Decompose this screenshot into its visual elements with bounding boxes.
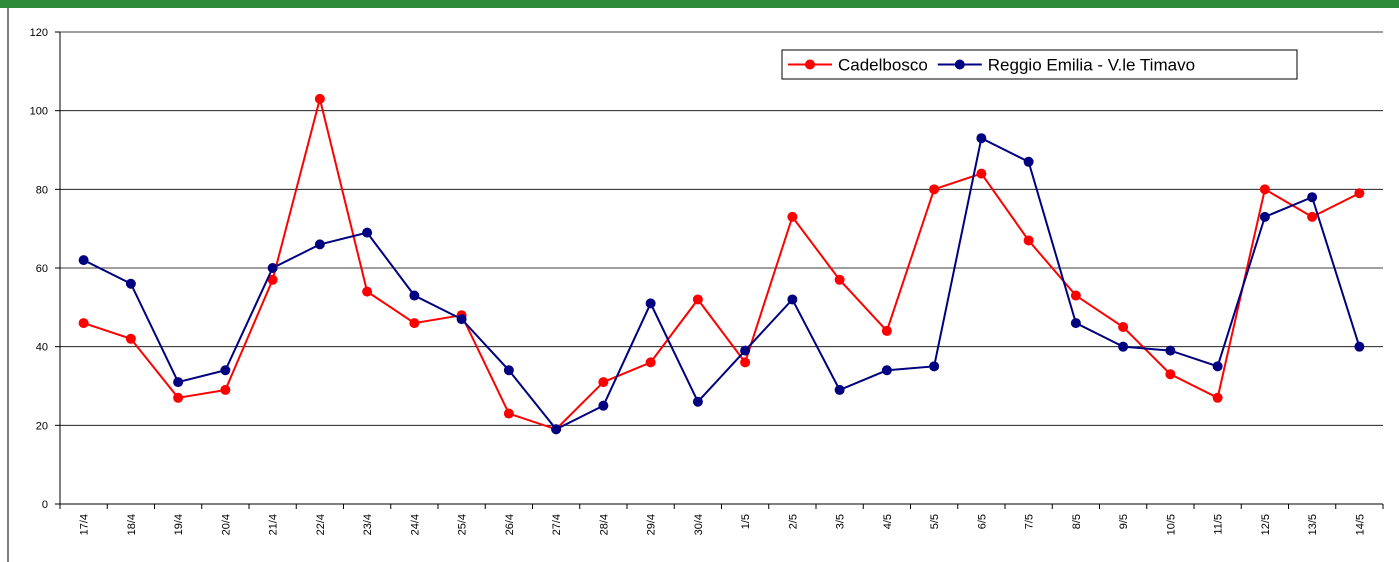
- point: [787, 294, 798, 305]
- point: [740, 345, 751, 356]
- point: [929, 361, 940, 372]
- point: [976, 133, 987, 144]
- point: [125, 333, 136, 344]
- point: [1212, 392, 1223, 403]
- y-tick-label: 80: [36, 184, 48, 196]
- y-tick-label: 0: [42, 499, 48, 511]
- x-tick-label: 28/4: [598, 514, 610, 535]
- x-tick-label: 30/4: [693, 514, 705, 535]
- legend-label: Reggio Emilia - V.le Timavo: [988, 56, 1195, 75]
- x-tick-label: 4/5: [882, 514, 894, 529]
- point: [551, 424, 562, 435]
- point: [125, 278, 136, 289]
- header-bar: [0, 0, 1399, 8]
- point: [78, 318, 89, 329]
- point: [1259, 184, 1270, 195]
- point: [692, 396, 703, 407]
- series-line: [83, 136, 1361, 431]
- x-tick-label: 19/4: [173, 514, 185, 535]
- point: [1023, 235, 1034, 246]
- point: [881, 325, 892, 336]
- y-tick-label: 20: [36, 420, 48, 432]
- point: [787, 211, 798, 222]
- legend-marker: [954, 59, 965, 70]
- point: [173, 392, 184, 403]
- point: [78, 255, 89, 266]
- point: [976, 168, 987, 179]
- x-tick-label: 2/5: [787, 514, 799, 529]
- x-tick-label: 5/5: [929, 514, 941, 529]
- x-tick-label: 13/5: [1307, 514, 1319, 535]
- x-tick-label: 1/5: [740, 514, 752, 529]
- point: [362, 227, 373, 238]
- point: [1212, 361, 1223, 372]
- x-tick-label: 7/5: [1024, 514, 1036, 529]
- point: [1023, 156, 1034, 167]
- point: [1307, 192, 1318, 203]
- x-tick-label: 29/4: [646, 514, 658, 535]
- x-tick-label: 10/5: [1165, 514, 1177, 535]
- point: [834, 274, 845, 285]
- x-tick-label: 9/5: [1118, 514, 1130, 529]
- point: [1354, 188, 1365, 199]
- x-tick-label: 17/4: [79, 514, 91, 535]
- legend-box: [781, 49, 1298, 80]
- legend-marker: [805, 59, 815, 70]
- y-tick-label: 120: [30, 27, 48, 39]
- point: [598, 377, 609, 388]
- point: [1070, 318, 1081, 329]
- point: [220, 384, 231, 395]
- point: [645, 298, 656, 309]
- point: [929, 184, 940, 195]
- point: [503, 365, 514, 376]
- point: [1070, 290, 1081, 301]
- y-tick-label: 40: [36, 342, 48, 354]
- x-tick-label: 22/4: [315, 514, 327, 535]
- point: [409, 290, 420, 301]
- x-tick-label: 27/4: [551, 514, 563, 535]
- point: [834, 384, 845, 395]
- point: [362, 286, 373, 297]
- point: [456, 314, 467, 325]
- point: [598, 400, 609, 411]
- point: [1165, 369, 1176, 380]
- x-tick-label: 6/5: [976, 514, 988, 529]
- x-tick-label: 25/4: [457, 514, 469, 535]
- point: [881, 365, 892, 376]
- y-tick-label: 100: [30, 106, 48, 118]
- series-line: [83, 98, 1360, 431]
- x-tick-label: 3/5: [835, 514, 847, 529]
- point: [267, 263, 278, 273]
- x-tick-label: 8/5: [1071, 514, 1083, 529]
- point: [645, 357, 656, 368]
- point: [1118, 322, 1129, 332]
- point: [692, 294, 703, 305]
- legend-label: Cadelbosco: [838, 56, 928, 75]
- x-tick-label: 12/5: [1260, 514, 1272, 535]
- point: [740, 357, 751, 368]
- point: [267, 274, 278, 285]
- point: [314, 93, 325, 104]
- point: [1118, 341, 1129, 352]
- x-tick-label: 20/4: [220, 514, 232, 535]
- x-tick-label: 21/4: [268, 514, 280, 535]
- x-tick-label: 11/5: [1213, 514, 1225, 535]
- point: [503, 408, 514, 419]
- point: [1307, 211, 1318, 222]
- x-tick-label: 14/5: [1354, 514, 1366, 535]
- point: [1259, 211, 1270, 222]
- point: [173, 377, 184, 388]
- point: [1354, 341, 1365, 352]
- point: [314, 239, 325, 250]
- x-tick-label: 18/4: [126, 514, 138, 535]
- point: [220, 365, 231, 376]
- point: [1165, 345, 1176, 356]
- x-tick-label: 23/4: [362, 514, 374, 535]
- x-tick-label: 24/4: [409, 514, 421, 535]
- point: [409, 318, 420, 329]
- x-tick-label: 26/4: [504, 514, 516, 535]
- y-tick-label: 60: [36, 263, 48, 275]
